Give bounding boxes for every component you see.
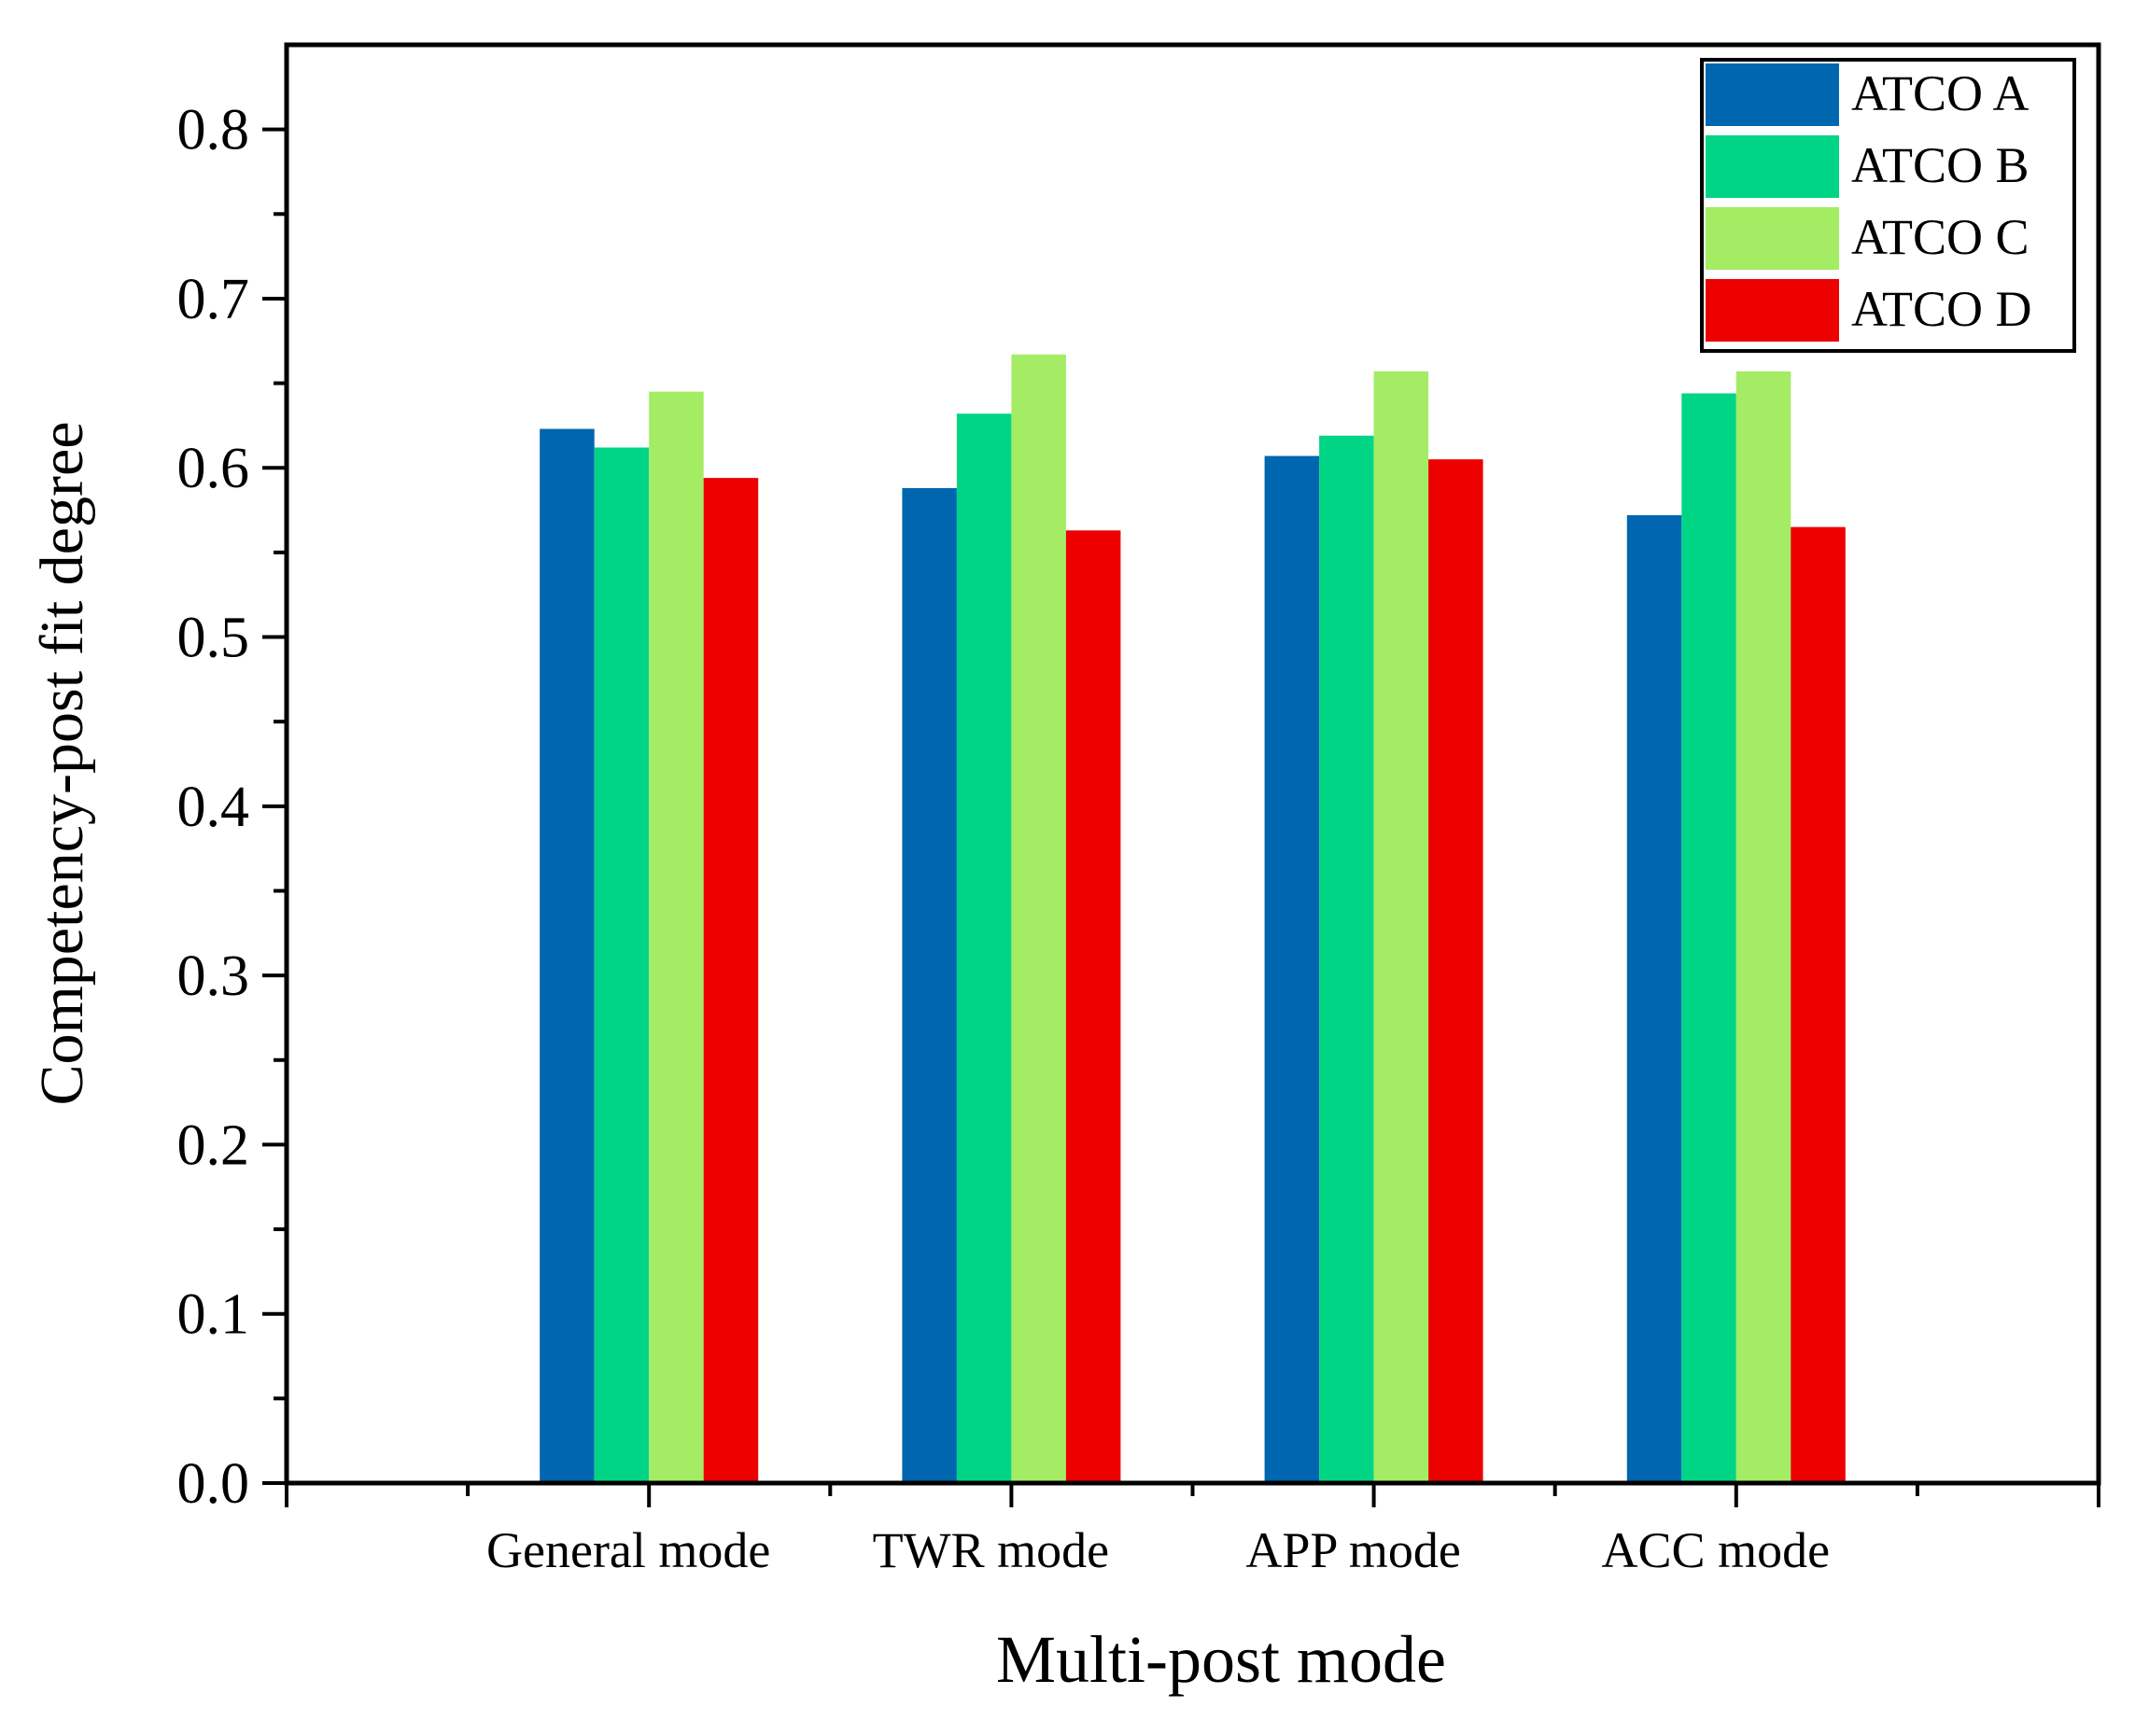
bar-atco-d-general-mode <box>703 478 759 1483</box>
y-tick-label: 0.0 <box>177 1452 250 1516</box>
y-tick-label: 0.6 <box>177 437 250 500</box>
y-axis-ticks: 0.0 0.1 0.2 0.3 0.4 0.5 0.6 0.7 0.8 <box>177 99 287 1516</box>
bar-atco-c-acc-mode <box>1735 371 1791 1483</box>
x-category-label: TWR mode <box>873 1522 1109 1578</box>
bar-atco-b-twr-mode <box>956 413 1012 1483</box>
legend-label: ATCO B <box>1851 137 2030 193</box>
legend-swatch <box>1706 63 1839 126</box>
y-tick-label: 0.3 <box>177 945 250 1008</box>
x-axis-ticks: General mode TWR mode APP mode ACC mode <box>285 1483 2100 1578</box>
y-tick-label: 0.7 <box>177 268 250 331</box>
legend-swatch <box>1706 279 1839 342</box>
bars-layer <box>540 354 1846 1484</box>
bar-atco-b-acc-mode <box>1681 393 1736 1484</box>
x-category-label: ACC mode <box>1602 1522 1831 1578</box>
legend: ATCO A ATCO B ATCO C ATCO D <box>1700 58 2076 353</box>
bar-atco-b-general-mode <box>594 447 650 1484</box>
legend-label: ATCO D <box>1851 281 2032 337</box>
y-tick-label: 0.2 <box>177 1113 250 1177</box>
bar-atco-a-acc-mode <box>1626 514 1682 1484</box>
y-tick-label: 0.1 <box>177 1283 250 1347</box>
bar-atco-d-twr-mode <box>1065 530 1121 1483</box>
bar-atco-d-acc-mode <box>1791 526 1846 1483</box>
legend-swatch <box>1706 207 1839 270</box>
y-tick-label: 0.5 <box>177 607 250 670</box>
bar-atco-c-app-mode <box>1373 371 1429 1483</box>
legend-label: ATCO C <box>1851 209 2030 265</box>
legend-swatch <box>1706 135 1839 198</box>
y-tick-label: 0.8 <box>177 99 250 162</box>
bar-atco-c-general-mode <box>649 391 704 1483</box>
bar-atco-c-twr-mode <box>1011 354 1066 1483</box>
bar-atco-a-app-mode <box>1264 455 1320 1484</box>
legend-label: ATCO A <box>1851 65 2030 121</box>
bar-atco-b-app-mode <box>1319 435 1374 1483</box>
bar-atco-d-app-mode <box>1428 459 1483 1483</box>
y-tick-label: 0.4 <box>177 776 250 839</box>
x-axis-title: Multi-post mode <box>996 1622 1446 1697</box>
bar-atco-a-twr-mode <box>902 487 957 1483</box>
bar-atco-a-general-mode <box>540 428 595 1484</box>
y-axis-title: Competency-post fit degree <box>28 421 96 1105</box>
x-category-label: General mode <box>486 1522 770 1578</box>
x-category-label: APP mode <box>1245 1522 1461 1578</box>
